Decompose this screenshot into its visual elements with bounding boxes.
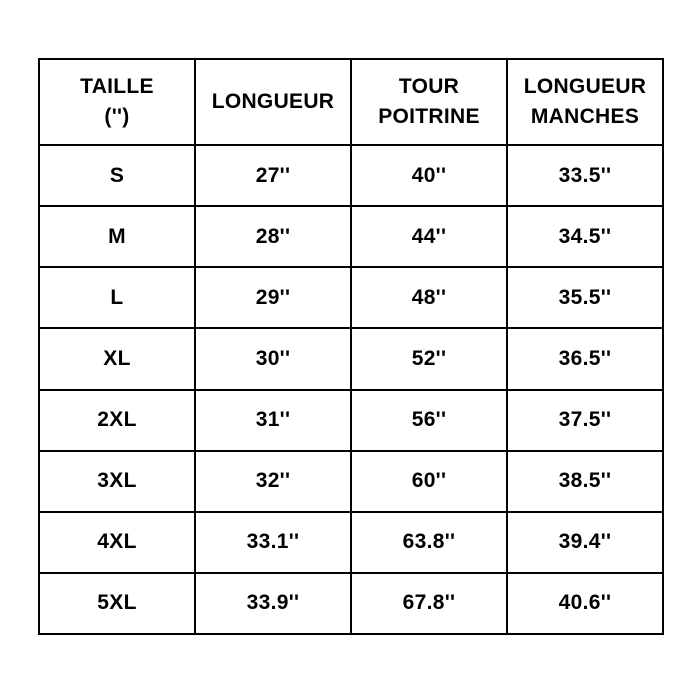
measurement-cell: 44'' bbox=[350, 205, 508, 269]
size-chart-body: S 27'' 40'' 33.5'' M 28'' 44'' 34.5'' L 29'' 48'' 3… bbox=[38, 143, 664, 636]
measurement-cell: 52'' bbox=[350, 327, 508, 391]
measurement-cell: 32'' bbox=[194, 449, 352, 513]
measurement-cell: 38.5'' bbox=[506, 449, 664, 513]
measurement-cell: 30'' bbox=[194, 327, 352, 391]
measurement-cell: 48'' bbox=[350, 266, 508, 330]
table-row: 5XL 33.9'' 67.8'' 40.6'' bbox=[38, 571, 664, 636]
size-label-cell: 3XL bbox=[38, 449, 196, 513]
table-row: L 29'' 48'' 35.5'' bbox=[38, 266, 664, 330]
measurement-cell: 67.8'' bbox=[350, 571, 508, 636]
measurement-cell: 33.9'' bbox=[194, 571, 352, 636]
measurement-cell: 34.5'' bbox=[506, 205, 664, 269]
size-label-cell: 4XL bbox=[38, 510, 196, 574]
size-label-cell: 5XL bbox=[38, 571, 196, 636]
table-row: M 28'' 44'' 34.5'' bbox=[38, 205, 664, 269]
table-row: 2XL 31'' 56'' 37.5'' bbox=[38, 388, 664, 452]
size-label-cell: 2XL bbox=[38, 388, 196, 452]
measurement-cell: 29'' bbox=[194, 266, 352, 330]
measurement-cell: 56'' bbox=[350, 388, 508, 452]
size-label-cell: S bbox=[38, 143, 196, 208]
header-row: TAILLE ('') LONGUEUR TOUR POITRINE LONGUEUR… bbox=[38, 58, 664, 146]
measurement-cell: 35.5'' bbox=[506, 266, 664, 330]
table-row: 3XL 32'' 60'' 38.5'' bbox=[38, 449, 664, 513]
table-row: 4XL 33.1'' 63.8'' 39.4'' bbox=[38, 510, 664, 574]
measurement-cell: 28'' bbox=[194, 205, 352, 269]
measurement-cell: 33.1'' bbox=[194, 510, 352, 574]
size-label-cell: L bbox=[38, 266, 196, 330]
table-row: S 27'' 40'' 33.5'' bbox=[38, 143, 664, 208]
measurement-cell: 31'' bbox=[194, 388, 352, 452]
column-header: LONGUEUR MANCHES bbox=[506, 58, 664, 146]
measurement-cell: 36.5'' bbox=[506, 327, 664, 391]
measurement-cell: 60'' bbox=[350, 449, 508, 513]
measurement-cell: 37.5'' bbox=[506, 388, 664, 452]
column-header: TOUR POITRINE bbox=[350, 58, 508, 146]
table-row: XL 30'' 52'' 36.5'' bbox=[38, 327, 664, 391]
measurement-cell: 63.8'' bbox=[350, 510, 508, 574]
measurement-cell: 27'' bbox=[194, 143, 352, 208]
measurement-cell: 39.4'' bbox=[506, 510, 664, 574]
size-chart-table: TAILLE ('') LONGUEUR TOUR POITRINE LONGUEUR… bbox=[38, 58, 664, 636]
measurement-cell: 40.6'' bbox=[506, 571, 664, 636]
size-label-cell: M bbox=[38, 205, 196, 269]
size-label-cell: XL bbox=[38, 327, 196, 391]
measurement-cell: 33.5'' bbox=[506, 143, 664, 208]
column-header: LONGUEUR bbox=[194, 58, 352, 146]
measurement-cell: 40'' bbox=[350, 143, 508, 208]
size-chart-header: TAILLE ('') LONGUEUR TOUR POITRINE LONGUEUR… bbox=[38, 58, 664, 146]
column-header: TAILLE ('') bbox=[38, 58, 196, 146]
